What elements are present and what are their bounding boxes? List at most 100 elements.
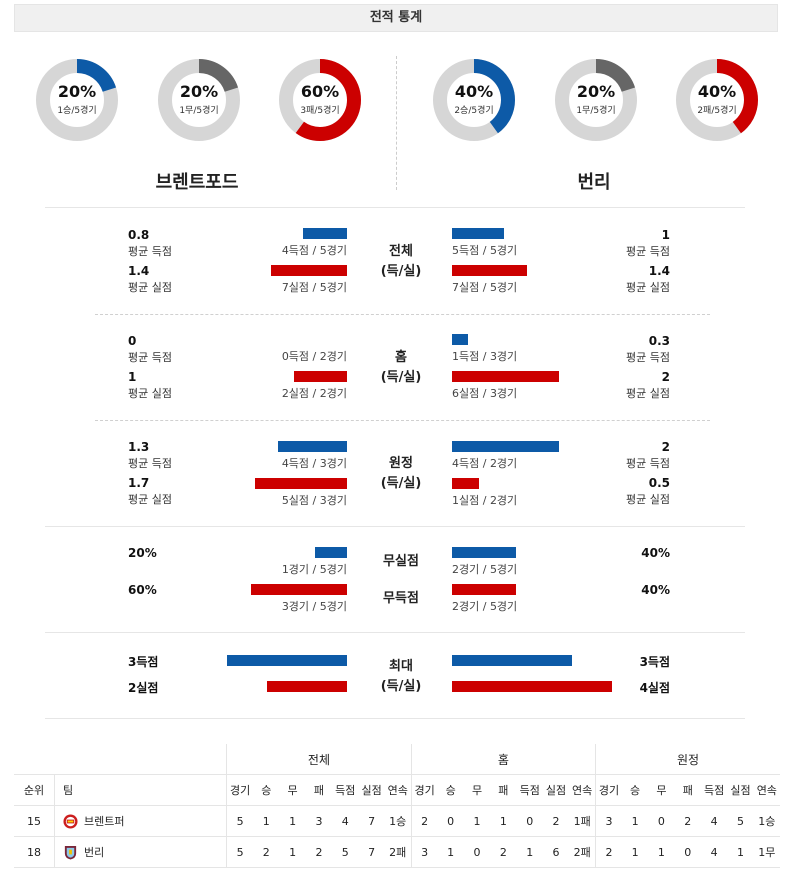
donut-fill: [676, 59, 758, 141]
away-scored-bar: [452, 334, 468, 345]
away-no-score-bar: [452, 584, 516, 595]
divider: [45, 718, 745, 719]
away-draw: 0: [648, 805, 675, 837]
standings-table: 전체 홈 원정 순위 팀 경기 승 무 패 득점 실점 연속 경기 승 무 패 …: [14, 744, 780, 868]
team-cell: 번리: [54, 836, 227, 868]
col-streak: 연속: [569, 774, 596, 806]
away-no-score-pct: 40%: [641, 583, 670, 597]
col-loss: 패: [674, 774, 701, 806]
home-max-conceded: 2실점: [128, 681, 159, 695]
col-goals-for: 득점: [516, 774, 543, 806]
away-max-conceded: 4실점: [639, 681, 670, 695]
col-goals-against: 실점: [358, 774, 385, 806]
away-win: 1: [621, 836, 649, 868]
away-draw-rate-donut: 20% 1무/5경기: [551, 55, 641, 145]
home-conceded-bar: [271, 265, 347, 276]
no-score-label: 무득점: [383, 591, 419, 606]
burnley-crest-icon: [64, 846, 77, 860]
donut-percent: 60%: [300, 82, 340, 101]
col-draw: 무: [463, 774, 491, 806]
avg-scored-label: 평균 득점: [128, 457, 172, 470]
away-streak: 1승: [753, 805, 780, 837]
home-no-score-pct: 60%: [128, 583, 157, 597]
away-conceded-bar: [452, 371, 559, 382]
group-overall: 전체: [226, 744, 412, 775]
home-scored-sub: 4득점 / 5경기: [281, 244, 347, 257]
col-win: 승: [437, 774, 464, 806]
home-avg-conceded: 1.7: [128, 476, 150, 490]
rank: 18: [14, 836, 55, 868]
home-scored-bar: [303, 228, 347, 239]
home-loss: 1: [490, 805, 517, 837]
home-conceded-sub: 2실점 / 2경기: [281, 387, 347, 400]
home-no-score-bar: [251, 584, 347, 595]
donut-percent: 20%: [179, 82, 219, 101]
col-draw: 무: [279, 774, 306, 806]
away-loss: 2: [674, 805, 701, 837]
away-clean-sheet-sub: 2경기 / 5경기: [452, 563, 518, 576]
avg-conceded-label: 평균 실점: [128, 493, 172, 506]
team-divider: [396, 56, 397, 190]
clean-sheet-label: 무실점: [383, 554, 419, 569]
home-scored-sub: 0득점 / 2경기: [281, 350, 347, 363]
overall-gf: 5: [332, 836, 359, 868]
divider: [45, 207, 745, 208]
away-played: 3: [595, 805, 622, 837]
home-scored-sub: 4득점 / 3경기: [281, 457, 347, 470]
donut-caption: 1무/5경기: [179, 106, 219, 116]
away-avg-scored: 1: [661, 228, 670, 242]
away-avg-conceded: 0.5: [648, 476, 670, 490]
home-ga: 6: [542, 836, 570, 868]
away-conceded-sub: 7실점 / 5경기: [452, 281, 518, 294]
away-ga: 1: [727, 836, 754, 868]
home-played: 3: [410, 836, 438, 868]
donut-percent: 40%: [697, 82, 737, 101]
home-played: 2: [410, 805, 438, 837]
away-scored-sub: 5득점 / 5경기: [452, 244, 518, 257]
avg-scored-label: 평균 득점: [128, 245, 172, 258]
away-ga: 5: [727, 805, 754, 837]
group-home: 홈: [410, 744, 596, 775]
overall-ga: 7: [358, 805, 385, 837]
donut-caption: 1무/5경기: [576, 106, 616, 116]
col-played: 경기: [595, 774, 622, 806]
overall-played: 5: [226, 836, 254, 868]
home-max-scored-bar: [227, 655, 347, 666]
donut-percent: 40%: [454, 82, 494, 101]
away-max-scored-bar: [452, 655, 572, 666]
donut-fill: [158, 59, 240, 141]
col-played: 경기: [410, 774, 438, 806]
overall-gf: 4: [332, 805, 359, 837]
col-rank: 순위: [14, 774, 55, 806]
overall-loss: 2: [305, 836, 333, 868]
home-avg-conceded: 1.4: [128, 264, 150, 278]
away-avg-scored: 0.3: [648, 334, 670, 348]
away-played: 2: [595, 836, 622, 868]
away-conceded-bar: [452, 265, 527, 276]
avg-scored-label: 평균 득점: [128, 351, 172, 364]
stats-title: 전적 통계: [14, 4, 778, 32]
donut-fill: [433, 59, 515, 141]
home-label: 홈 (득/실): [380, 350, 422, 385]
avg-scored-label: 평균 득점: [626, 245, 670, 258]
col-loss: 패: [490, 774, 517, 806]
home-no-score-sub: 3경기 / 5경기: [281, 600, 347, 613]
home-draw-rate-donut: 20% 1무/5경기: [154, 55, 244, 145]
away-max-conceded-bar: [452, 681, 612, 692]
overall-win: 1: [253, 805, 280, 837]
col-team: 팀: [54, 774, 227, 806]
overall-loss: 3: [305, 805, 333, 837]
away-no-score-sub: 2경기 / 5경기: [452, 600, 518, 613]
donut-caption: 3패/5경기: [300, 106, 340, 116]
home-scored-bar: [278, 441, 347, 452]
divider: [45, 632, 745, 633]
away-loss-rate-donut: 40% 2패/5경기: [672, 55, 762, 145]
col-goals-against: 실점: [542, 774, 570, 806]
away-team-name: 번리: [577, 172, 611, 193]
overall-streak: 1승: [384, 805, 412, 837]
home-conceded-sub: 7실점 / 5경기: [281, 281, 347, 294]
overall-label: 전체 (득/실): [380, 244, 422, 279]
overall-draw: 1: [279, 805, 306, 837]
table-row: 18 번리 5 2 1 2 5 7 2패 3 1 0 2 1 6 2패 2 1 …: [14, 836, 780, 868]
avg-conceded-label: 평균 실점: [128, 281, 172, 294]
